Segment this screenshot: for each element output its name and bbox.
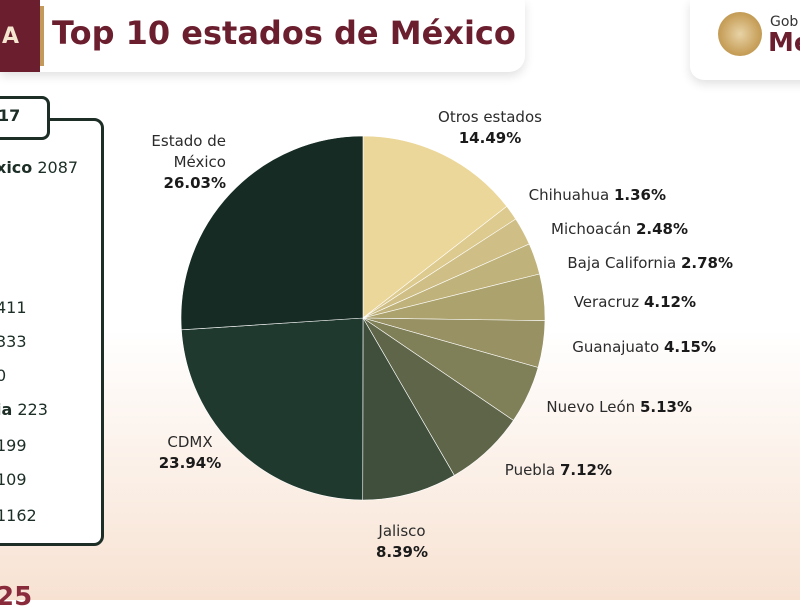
national-seal-icon: [718, 12, 762, 56]
brand-logo: A: [0, 0, 40, 72]
slice-label: Puebla 7.12%: [505, 461, 612, 479]
side-row: 333: [0, 332, 27, 351]
slice-label: Veracruz 4.12%: [574, 293, 696, 311]
slice-label: CDMX 23.94%: [159, 433, 221, 472]
side-row: 0: [0, 366, 7, 385]
side-row: 199: [0, 436, 27, 455]
slice-label: Michoacán 2.48%: [551, 220, 688, 238]
header-card: A Top 10 estados de México: [0, 0, 525, 72]
pie-slice-otros-estados: [362, 135, 508, 319]
page-title: Top 10 estados de México: [52, 14, 516, 52]
side-row: 1162: [0, 506, 37, 525]
gov-logo-line1: Gob: [770, 14, 799, 30]
pie-labels: Otros estados 14.49% Chihuahua 1.36% Michoa…: [151, 108, 733, 561]
slice-label: Nuevo León 5.13%: [546, 398, 692, 416]
pie-slice-estado-de-m-xico: [180, 135, 364, 331]
pie-slice-cdmx: [181, 317, 364, 501]
gov-logo-line2: Mé: [768, 28, 800, 58]
logo-letter: A: [2, 24, 20, 49]
pie-slices: [180, 135, 546, 501]
slice-label: Otros estados 14.49%: [438, 108, 542, 147]
side-panel-tab: [0, 96, 50, 140]
side-panel-tab-label: 17: [0, 106, 21, 125]
side-row: xico 2087: [0, 158, 79, 177]
slice-label: Jalisco 8.39%: [376, 522, 428, 561]
title-accent-bar: [40, 6, 44, 66]
slice-label: Baja California 2.78%: [567, 254, 733, 272]
slice-label: Guanajuato 4.15%: [572, 338, 716, 356]
side-row: 411: [0, 298, 27, 317]
side-row: 109: [0, 470, 27, 489]
side-panel: [0, 118, 104, 546]
pie-slice-jalisco: [362, 316, 455, 501]
slice-label: Chihuahua 1.36%: [529, 186, 666, 204]
slice-label: Estado de México 26.03%: [151, 132, 226, 192]
side-row: ia 223: [0, 400, 48, 419]
